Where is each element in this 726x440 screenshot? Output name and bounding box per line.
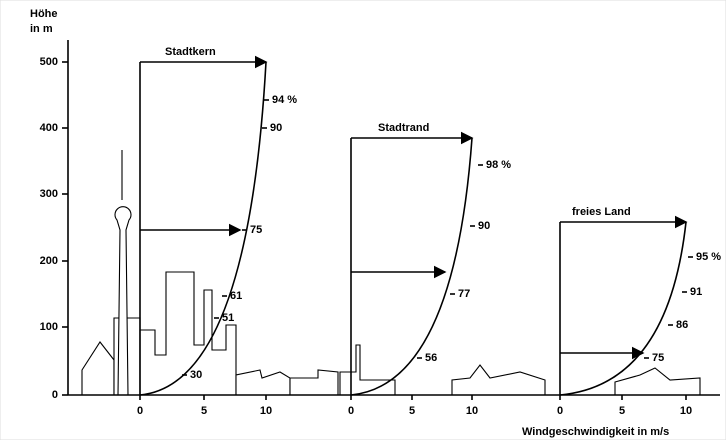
- x-tick-label: 5: [201, 405, 207, 417]
- percent-label: 86: [676, 319, 688, 331]
- percent-label: 75: [652, 352, 664, 364]
- wind-profile-diagram: Höhein m5004003002001000Windgeschwindigk…: [0, 0, 726, 440]
- x-tick-label: 10: [466, 405, 478, 417]
- y-axis-title: Höhe: [30, 8, 58, 20]
- y-tick-label: 100: [40, 321, 58, 333]
- x-axis-title: Windgeschwindigkeit in m/s: [522, 426, 669, 438]
- percent-label: 51: [222, 312, 234, 324]
- percent-label: 90: [270, 122, 282, 134]
- profile-title: Stadtkern: [165, 46, 216, 58]
- percent-label: 90: [478, 220, 490, 232]
- percent-label: 30: [190, 369, 202, 381]
- percent-label: 77: [458, 288, 470, 300]
- x-tick-label: 10: [680, 405, 692, 417]
- y-tick-label: 300: [40, 188, 58, 200]
- x-tick-label: 0: [348, 405, 354, 417]
- x-tick-label: 0: [137, 405, 143, 417]
- percent-label: 94 %: [272, 94, 297, 106]
- x-tick-label: 0: [557, 405, 563, 417]
- x-tick-label: 10: [260, 405, 272, 417]
- x-tick-label: 5: [409, 405, 415, 417]
- x-tick-label: 5: [619, 405, 625, 417]
- percent-label: 95 %: [696, 251, 721, 263]
- percent-label: 98 %: [486, 159, 511, 171]
- y-tick-label: 200: [40, 255, 58, 267]
- y-tick-label: 400: [40, 122, 58, 134]
- y-tick-label: 0: [52, 389, 58, 401]
- percent-label: 61: [230, 290, 242, 302]
- y-axis-title: in m: [30, 23, 53, 35]
- y-tick-label: 500: [40, 56, 58, 68]
- percent-label: 75: [250, 224, 262, 236]
- profile-title: freies Land: [572, 206, 631, 218]
- percent-label: 56: [425, 352, 437, 364]
- profile-title: Stadtrand: [378, 122, 429, 134]
- percent-label: 91: [690, 286, 702, 298]
